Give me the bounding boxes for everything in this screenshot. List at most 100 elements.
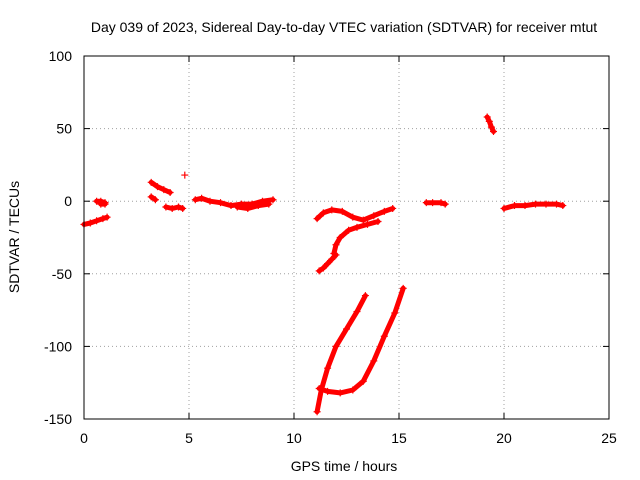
data-point [483,113,491,121]
data-point [244,204,252,212]
y-tick-label: -100 [44,338,72,354]
data-point [345,226,353,234]
data-point [217,199,224,207]
data-point [487,123,495,131]
y-axis-ticks: -150 -100 -50 0 50 100 [44,48,609,427]
data-point [380,207,388,215]
data-point [361,292,369,300]
data-point [353,223,361,231]
data-point [399,284,407,292]
data-trace [484,114,496,134]
data-point [313,215,321,223]
y-tick-label: 100 [49,48,73,64]
y-tick-label: 0 [64,193,72,209]
data-point [380,332,388,340]
data-point [315,385,323,393]
data-point [147,178,155,186]
data-point [328,206,336,214]
data-point [485,117,493,125]
data-point [532,200,539,208]
data-point [324,387,332,395]
x-tick-label: 0 [80,430,88,446]
x-tick-label: 20 [496,430,512,446]
data-point [198,194,206,202]
data-point [374,218,382,226]
data-trace [148,179,173,195]
data-trace [501,201,566,211]
data-point [191,196,199,204]
data-point [353,308,361,316]
data-point [553,200,560,208]
y-tick-label: 50 [56,121,72,137]
data-point [490,128,497,136]
data-trace [163,204,186,211]
data-point [154,183,161,191]
data-point [349,213,357,221]
data-point [389,204,397,212]
data-point [227,202,235,210]
data-point [542,200,550,208]
x-tick-label: 15 [391,430,407,446]
data-point [93,217,101,225]
data-point [332,342,340,350]
data-point [101,200,109,208]
data-point [343,325,350,333]
data-point [441,200,449,208]
y-axis-label: SDTVAR / TECUs [6,181,22,293]
data-point [391,309,399,317]
data-point [254,202,262,210]
data-point [147,193,155,201]
data-point [319,264,327,272]
data-point [422,199,430,207]
data-point [332,251,340,259]
data-point [315,267,323,275]
data-point [166,188,174,196]
data-trace [234,201,272,211]
data-point [168,204,176,212]
data-point [99,215,107,223]
x-tick-label: 25 [601,430,617,446]
data-point [269,196,277,204]
data-point [206,197,214,205]
data-point [328,255,336,263]
data-point [175,203,182,211]
data-point [370,357,378,365]
data-point [160,186,168,194]
x-tick-label: 10 [286,430,302,446]
data-point [349,386,357,394]
chart-title: Day 039 of 2023, Sidereal Day-to-day VTE… [91,19,597,35]
data-points [80,113,567,416]
x-axis-ticks: 0 5 10 15 20 25 [80,56,617,446]
data-point [319,209,327,217]
data-point [151,196,159,204]
data-point [511,202,518,210]
data-point [359,377,367,385]
x-tick-label: 5 [185,430,193,446]
data-point [359,216,367,224]
data-point [181,171,189,179]
data-point [437,199,445,207]
data-point [332,241,340,249]
data-point [364,220,371,228]
data-point [324,260,332,268]
data-point [338,207,346,215]
grid [84,56,609,419]
data-point [336,389,344,397]
data-point [265,200,273,208]
x-axis-label: GPS time / hours [291,458,398,474]
y-tick-label: -50 [52,266,72,282]
data-point [429,199,437,207]
data-point [521,202,529,210]
data-point [179,204,187,212]
data-point [233,203,241,211]
data-point [500,204,508,212]
data-point [324,364,332,372]
data-point [86,219,94,227]
data-point [162,203,170,211]
y-tick-label: -150 [44,411,72,427]
data-point [313,408,321,416]
plot-frame [83,55,610,420]
data-point [370,212,378,220]
data-point [103,213,111,221]
